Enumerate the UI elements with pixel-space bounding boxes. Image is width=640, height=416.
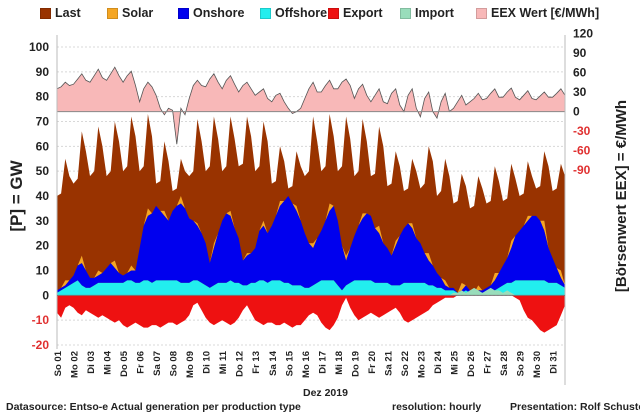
x-tick-label: Sa 07 — [152, 351, 163, 376]
x-tick-label: Sa 28 — [499, 351, 510, 376]
x-tick-label: So 22 — [400, 351, 411, 376]
legend-swatch-export — [328, 7, 339, 19]
x-tick-label: Mi 11 — [218, 350, 229, 374]
y-right-tick-label: 120 — [573, 26, 593, 40]
legend-label-eex: EEX Wert [€/MWh] — [491, 6, 600, 20]
x-tick-label: Di 17 — [317, 351, 328, 374]
eex-area — [57, 67, 565, 145]
x-tick-label: So 15 — [284, 350, 295, 376]
x-tick-label: So 29 — [516, 351, 527, 376]
import-area — [57, 287, 565, 296]
x-tick-label: Mi 25 — [449, 350, 460, 374]
x-tick-label: So 01 — [53, 350, 64, 376]
x-tick-label: Di 10 — [202, 351, 213, 374]
solar-area — [57, 196, 565, 293]
x-tick-label: Fr 27 — [483, 351, 494, 374]
y-tick-label: 90 — [36, 65, 50, 79]
y-right-tick-label: -90 — [573, 163, 591, 177]
x-tick-label: So 08 — [169, 351, 180, 376]
datasource-note: Datasource: Entso-e Actual generation pe… — [6, 401, 301, 413]
legend: Last Solar Onshore Offshore Export Impor… — [0, 6, 640, 22]
legend-item-eex: EEX Wert [€/MWh] — [476, 6, 599, 20]
x-tick-label: Do 05 — [119, 350, 130, 377]
x-tick-label: Fr 06 — [136, 351, 147, 374]
y-tick-label: 80 — [36, 90, 50, 104]
legend-label-offshore: Offshore — [275, 6, 328, 20]
y-right-axis-title: [Börsenwert EEX] = €/MWh — [613, 100, 630, 292]
x-tick-label: Sa 21 — [383, 350, 394, 376]
legend-swatch-eex — [476, 7, 487, 19]
y-tick-label: 50 — [36, 164, 50, 178]
eex-line — [56, 66, 566, 145]
y-right-tick-label: 0 — [573, 105, 580, 119]
legend-swatch-import — [400, 7, 411, 19]
y-axis-title: [P] = GW — [7, 159, 26, 231]
x-tick-label: Mo 16 — [301, 351, 312, 378]
x-tick-label: Fr 20 — [367, 351, 378, 374]
resolution-note: resolution: hourly — [392, 401, 482, 413]
legend-swatch-solar — [107, 7, 118, 19]
x-tick-label: Mo 02 — [70, 351, 81, 378]
y-right-tick-label: -30 — [573, 124, 591, 138]
legend-label-last: Last — [55, 6, 81, 20]
x-tick-label: Mo 09 — [185, 351, 196, 378]
y-tick-label: 0 — [42, 288, 49, 302]
export-area — [57, 295, 565, 333]
offshore-area — [57, 280, 565, 296]
y-tick-label: 20 — [36, 239, 50, 253]
y-tick-label: 30 — [36, 214, 50, 228]
x-tick-label: Do 12 — [235, 351, 246, 377]
y-tick-label: -20 — [32, 338, 50, 352]
y-tick-label: 40 — [36, 189, 50, 203]
x-tick-label: Di 24 — [433, 350, 444, 373]
legend-item-export: Export — [328, 6, 383, 20]
legend-item-solar: Solar — [107, 6, 153, 20]
legend-item-onshore: Onshore — [178, 6, 244, 20]
y-tick-label: 60 — [36, 139, 50, 153]
legend-swatch-last — [40, 7, 51, 19]
legend-label-export: Export — [343, 6, 383, 20]
legend-label-onshore: Onshore — [193, 6, 245, 20]
y-right-tick-label: 60 — [573, 65, 587, 79]
y-right-tick-label: -60 — [573, 144, 591, 158]
legend-swatch-offshore — [260, 7, 271, 19]
x-tick-label: Sa 14 — [268, 350, 279, 376]
x-tick-label: Di 31 — [549, 350, 560, 373]
y-right-tick-label: 90 — [573, 46, 587, 60]
legend-label-import: Import — [415, 6, 454, 20]
legend-swatch-onshore — [178, 7, 189, 19]
x-tick-label: Fr 13 — [251, 351, 262, 374]
x-tick-label: Do 19 — [350, 351, 361, 377]
y-right-tick-label: 30 — [573, 85, 587, 99]
x-tick-label: Mo 30 — [532, 351, 543, 378]
onshore-area — [57, 196, 565, 293]
x-axis-month-label: Dez 2019 — [303, 387, 348, 399]
x-tick-label: Di 03 — [86, 351, 97, 374]
x-tick-label: Mi 04 — [103, 350, 114, 374]
y-tick-label: 70 — [36, 115, 50, 129]
legend-item-last: Last — [40, 6, 81, 20]
y-tick-label: -10 — [32, 313, 50, 327]
legend-item-offshore: Offshore — [260, 6, 327, 20]
x-tick-label: Mo 23 — [416, 351, 427, 378]
legend-label-solar: Solar — [122, 6, 154, 20]
legend-item-import: Import — [400, 6, 454, 20]
y-tick-label: 100 — [29, 40, 49, 54]
y-tick-label: 10 — [36, 264, 50, 278]
presentation-note: Presentation: Rolf Schuster — [510, 401, 640, 413]
x-tick-label: Do 26 — [466, 351, 477, 377]
x-tick-label: Mi 18 — [334, 351, 345, 375]
